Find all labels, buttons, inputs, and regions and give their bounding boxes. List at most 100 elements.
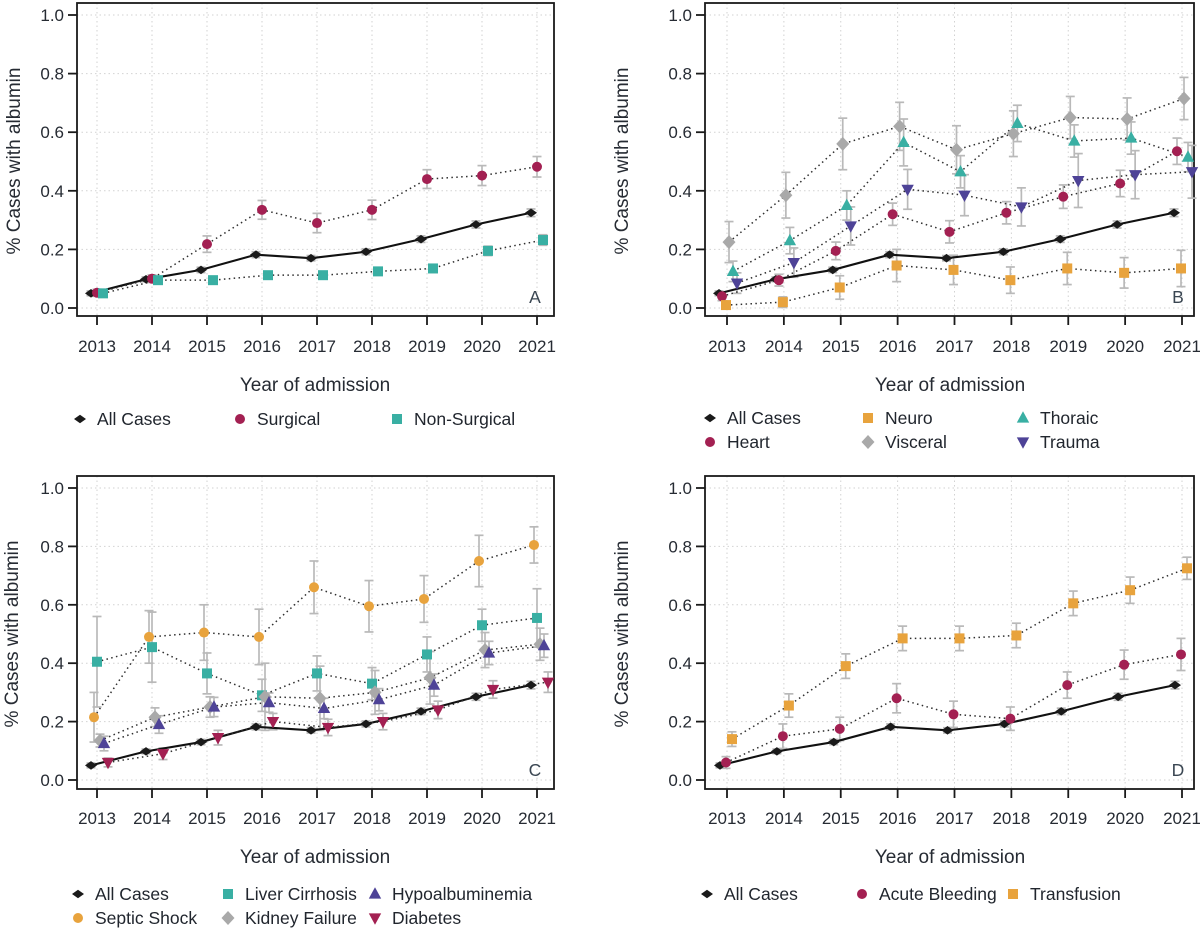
data-point-marker — [202, 239, 212, 250]
y-tick-label: 0.2 — [40, 713, 64, 732]
data-point-marker — [884, 722, 897, 732]
data-point-marker — [250, 722, 262, 732]
data-point-marker — [834, 723, 845, 734]
data-point-marker — [368, 913, 382, 925]
data-point-marker — [392, 414, 402, 424]
data-point-marker — [263, 270, 273, 281]
data-point-marker — [415, 707, 427, 716]
data-point-marker — [826, 265, 839, 275]
data-point-marker — [1068, 598, 1079, 609]
series-all-cases — [85, 208, 537, 298]
data-point-marker — [717, 291, 727, 302]
data-point-marker — [321, 722, 335, 735]
legend-label: Septic Shock — [95, 908, 197, 928]
y-tick-label: 0.2 — [668, 713, 692, 732]
data-point-marker — [944, 226, 955, 237]
x-tick-label: 2016 — [879, 337, 917, 356]
data-point-marker — [1001, 207, 1012, 218]
panel-letter: D — [1172, 760, 1185, 780]
data-point-marker — [211, 733, 225, 745]
x-tick-label: 2018 — [353, 809, 391, 828]
legend-label: Trauma — [1040, 432, 1100, 452]
legend-item-all-cases: All Cases — [704, 408, 801, 428]
series-line-acute-bleeding — [725, 653, 1182, 764]
x-tick-label: 2014 — [133, 337, 171, 356]
data-point-marker — [827, 737, 840, 747]
data-point-marker — [257, 204, 267, 215]
data-point-marker — [208, 275, 218, 286]
series-lines — [719, 567, 1188, 767]
data-point-marker — [770, 747, 783, 756]
data-point-marker — [525, 208, 537, 218]
data-point-marker — [1168, 208, 1180, 218]
data-point-marker — [318, 270, 328, 281]
legend-label: Liver Cirrhosis — [245, 884, 357, 904]
x-tick-label: 2018 — [992, 809, 1030, 828]
data-point-marker — [840, 198, 853, 211]
data-point-marker — [844, 221, 857, 233]
data-point-marker — [89, 712, 99, 723]
data-point-marker — [482, 646, 496, 658]
data-point-marker — [722, 235, 736, 250]
series-trauma — [730, 167, 1199, 290]
data-point-marker — [1169, 680, 1181, 690]
data-point-marker — [777, 731, 788, 742]
data-point-marker — [893, 119, 907, 134]
series-markers — [85, 161, 548, 299]
series-surgical — [92, 161, 542, 298]
axis-ticks — [696, 487, 1183, 798]
data-point-marker — [419, 593, 429, 604]
legend-item-thoraic: Thoraic — [1016, 408, 1099, 428]
y-tick-label: 0.4 — [668, 654, 692, 673]
data-point-marker — [431, 705, 445, 717]
series-non-surgical — [98, 235, 548, 299]
legend-label: Heart — [727, 432, 770, 452]
data-point-marker — [940, 253, 953, 263]
x-tick-label: 2021 — [518, 337, 556, 356]
data-point-marker — [830, 245, 841, 256]
data-point-marker — [891, 693, 902, 704]
legend-item-kidney-failure: Kidney Failure — [221, 908, 357, 928]
x-tick-label: 2021 — [1163, 337, 1200, 356]
data-point-marker — [1016, 411, 1030, 423]
data-point-marker — [195, 737, 207, 747]
data-point-marker — [1011, 116, 1024, 129]
data-point-marker — [1125, 585, 1136, 596]
legend-item-liver-cirrhosis: Liver Cirrhosis — [223, 884, 357, 904]
legend-label: Transfusion — [1030, 884, 1121, 904]
series-markers — [713, 91, 1199, 311]
data-point-marker — [1015, 202, 1028, 214]
data-point-marker — [1112, 692, 1125, 702]
data-point-marker — [1128, 170, 1142, 182]
x-tick-label: 2016 — [243, 337, 281, 356]
y-tick-label: 0.8 — [668, 65, 692, 84]
data-point-marker — [360, 247, 372, 257]
data-point-marker — [948, 709, 959, 720]
data-point-marker — [950, 142, 963, 157]
data-point-marker — [857, 889, 867, 899]
data-point-marker — [73, 913, 83, 923]
series-neuro — [721, 260, 1186, 311]
x-tick-label: 2014 — [765, 337, 803, 356]
series-septic-shock — [89, 539, 539, 723]
data-point-marker — [364, 601, 374, 612]
data-point-marker — [787, 257, 801, 270]
y-tick-label: 1.0 — [40, 6, 64, 25]
x-tick-label: 2017 — [298, 809, 336, 828]
x-tick-label: 2015 — [822, 337, 860, 356]
data-point-marker — [532, 612, 542, 623]
y-tick-label: 0.2 — [668, 240, 692, 259]
data-point-marker — [537, 638, 551, 651]
plot-border — [76, 475, 555, 790]
axis-ticks — [68, 14, 538, 325]
data-point-marker — [1068, 134, 1081, 146]
data-point-marker — [1176, 263, 1186, 274]
data-point-marker — [427, 678, 441, 690]
data-point-marker — [1115, 178, 1126, 189]
data-point-marker — [901, 184, 914, 197]
data-point-marker — [1005, 275, 1016, 286]
data-point-marker — [483, 245, 493, 256]
legend-item-acute-bleeding: Acute Bleeding — [857, 884, 997, 904]
x-axis-label: Year of admission — [240, 847, 390, 868]
x-axis-label: Year of admission — [240, 375, 390, 396]
